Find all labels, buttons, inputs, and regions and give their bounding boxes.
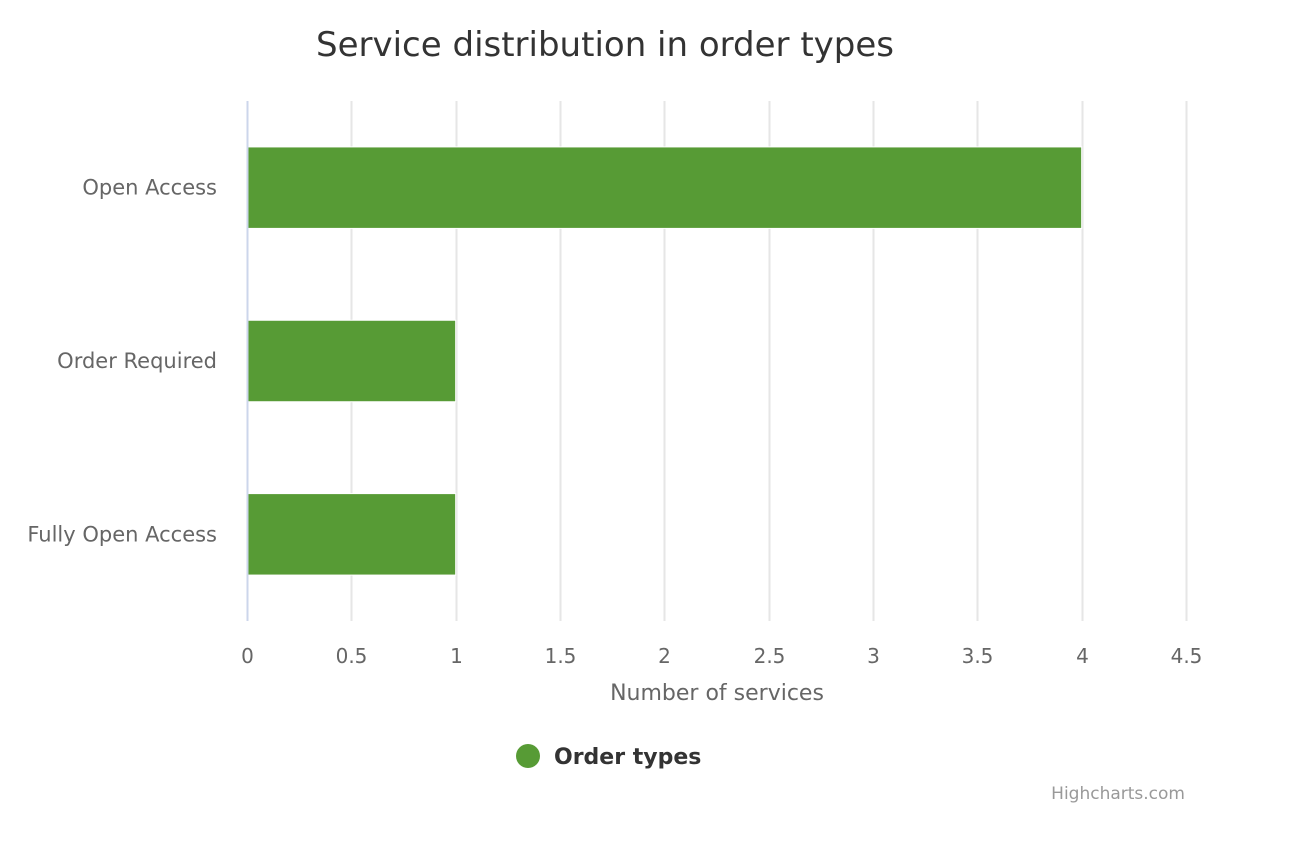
category-label: Order Required (57, 349, 217, 373)
x-tick-label: 2 (658, 644, 671, 668)
category-label: Fully Open Access (27, 522, 217, 546)
chart-title: Service distribution in order types (316, 25, 894, 65)
bars (247, 146, 1083, 576)
legend[interactable]: Order types (516, 744, 701, 770)
credits-link[interactable]: Highcharts.com (1051, 784, 1185, 804)
x-tick-label: 2.5 (754, 644, 786, 668)
x-tick-label: 3.5 (962, 644, 994, 668)
bar-fully-open-access[interactable] (247, 493, 457, 576)
x-tick-label: 0.5 (336, 644, 368, 668)
bar-open-access[interactable] (247, 146, 1083, 229)
legend-item-label[interactable]: Order types (554, 745, 701, 770)
category-label: Open Access (82, 176, 217, 200)
x-axis-title: Number of services (610, 681, 824, 706)
x-tick-label: 3 (867, 644, 880, 668)
x-tick-label: 4.5 (1171, 644, 1203, 668)
bar-order-required[interactable] (247, 319, 457, 403)
legend-symbol-icon[interactable] (516, 744, 540, 768)
x-tick-label: 1 (450, 644, 463, 668)
x-tick-label: 0 (241, 644, 254, 668)
category-labels: Open Access Order Required Fully Open Acce… (27, 176, 217, 547)
x-tick-label: 1.5 (545, 644, 577, 668)
x-tick-label: 4 (1076, 644, 1089, 668)
x-axis-tick-labels: 0 0.5 1 1.5 2 2.5 3 3.5 4 4.5 (241, 644, 1202, 668)
